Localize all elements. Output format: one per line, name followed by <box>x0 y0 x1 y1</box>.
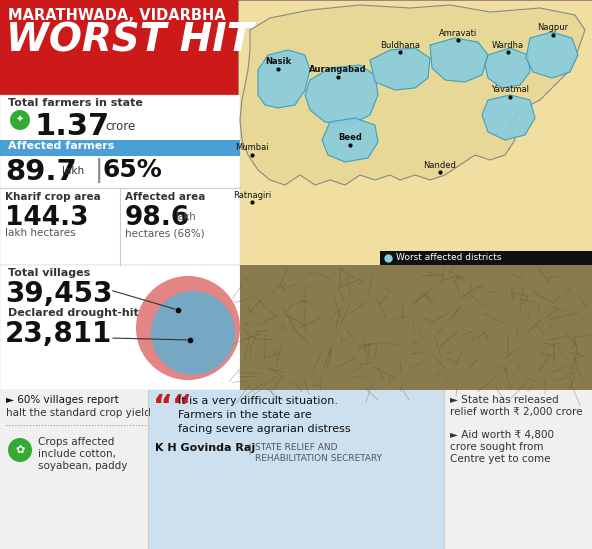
Text: |: | <box>245 443 255 453</box>
Text: Nasik: Nasik <box>265 58 291 66</box>
Polygon shape <box>258 50 310 108</box>
Text: STATE RELIEF AND: STATE RELIEF AND <box>255 443 337 452</box>
Text: soyabean, paddy: soyabean, paddy <box>38 461 127 471</box>
Text: Declared drought-hit: Declared drought-hit <box>8 308 139 318</box>
Text: Total farmers in state: Total farmers in state <box>8 98 143 108</box>
Bar <box>240 265 592 390</box>
Circle shape <box>8 438 32 462</box>
Text: ““: ““ <box>153 393 193 422</box>
Bar <box>0 0 592 95</box>
Text: lakh: lakh <box>62 166 84 176</box>
Text: Aurangabad: Aurangabad <box>309 65 367 75</box>
Text: ► Aid worth ₹ 4,800: ► Aid worth ₹ 4,800 <box>450 430 554 440</box>
Polygon shape <box>526 32 578 78</box>
Text: facing severe agrarian distress: facing severe agrarian distress <box>178 424 350 434</box>
Text: include cotton,: include cotton, <box>38 449 116 459</box>
Text: 39,453: 39,453 <box>5 280 112 308</box>
Polygon shape <box>430 38 488 82</box>
Text: Nanded: Nanded <box>423 160 456 170</box>
Text: relief worth ₹ 2,000 crore: relief worth ₹ 2,000 crore <box>450 407 583 417</box>
Bar <box>0 140 240 156</box>
Circle shape <box>136 276 240 380</box>
Text: 144.3: 144.3 <box>5 205 88 231</box>
Bar <box>0 265 240 390</box>
Text: Buldhana: Buldhana <box>380 41 420 49</box>
Polygon shape <box>485 48 530 88</box>
Polygon shape <box>322 118 378 162</box>
Text: Amravati: Amravati <box>439 29 477 37</box>
Text: Wardha: Wardha <box>492 41 524 49</box>
Text: crore: crore <box>105 120 135 133</box>
Polygon shape <box>482 95 535 140</box>
Text: Crops affected: Crops affected <box>38 437 114 447</box>
Text: It is a very difficult situation.: It is a very difficult situation. <box>178 396 338 406</box>
Bar <box>238 0 592 265</box>
Text: Beed: Beed <box>338 133 362 143</box>
Polygon shape <box>240 5 585 185</box>
Text: Mumbai: Mumbai <box>235 143 269 153</box>
Text: Kharif crop area: Kharif crop area <box>5 192 101 202</box>
Text: hectares (68%): hectares (68%) <box>125 228 205 238</box>
Polygon shape <box>370 48 430 90</box>
Text: lakh hectares: lakh hectares <box>5 228 76 238</box>
Text: REHABILITATION SECRETARY: REHABILITATION SECRETARY <box>255 454 382 463</box>
Text: crore sought from: crore sought from <box>450 442 543 452</box>
Text: 98.6: 98.6 <box>125 205 190 231</box>
Text: Nagpur: Nagpur <box>538 24 568 32</box>
Text: ► 60% villages report: ► 60% villages report <box>6 395 119 405</box>
Text: 89.7: 89.7 <box>5 158 77 186</box>
Text: ► State has released: ► State has released <box>450 395 559 405</box>
Text: 23,811: 23,811 <box>5 320 112 348</box>
Text: |: | <box>95 158 104 183</box>
Circle shape <box>151 291 235 375</box>
Text: K H Govinda Raj: K H Govinda Raj <box>155 443 255 453</box>
Text: Affected farmers: Affected farmers <box>8 141 114 151</box>
Text: Centre yet to come: Centre yet to come <box>450 454 551 464</box>
Bar <box>0 390 592 549</box>
Text: 1.37: 1.37 <box>35 112 110 141</box>
Text: ✦: ✦ <box>16 115 24 125</box>
Polygon shape <box>305 65 378 125</box>
Text: MARATHWADA, VIDARBHA: MARATHWADA, VIDARBHA <box>8 8 226 23</box>
Text: Total villages: Total villages <box>8 268 90 278</box>
Text: Yavatmal: Yavatmal <box>491 86 529 94</box>
Text: Ratnagiri: Ratnagiri <box>233 191 271 199</box>
Text: 65%: 65% <box>103 158 163 182</box>
Text: halt the standard crop yield: halt the standard crop yield <box>6 408 151 418</box>
Text: Affected area: Affected area <box>125 192 205 202</box>
Text: lakh: lakh <box>175 212 195 222</box>
Bar <box>380 251 592 265</box>
Bar <box>0 95 240 265</box>
Text: Farmers in the state are: Farmers in the state are <box>178 410 312 420</box>
Bar <box>148 390 444 549</box>
Circle shape <box>10 110 30 130</box>
Text: Worst affected districts: Worst affected districts <box>396 254 501 262</box>
Text: WORST HIT: WORST HIT <box>6 22 253 60</box>
Text: ✿: ✿ <box>15 445 25 455</box>
